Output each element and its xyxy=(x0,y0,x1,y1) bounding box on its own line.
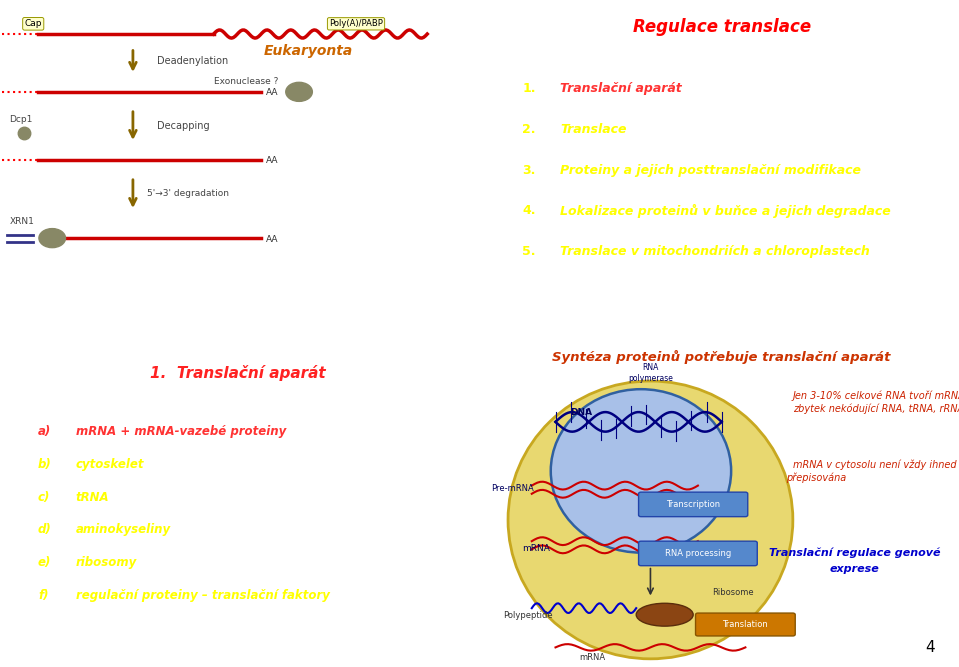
Text: ribosomy: ribosomy xyxy=(76,556,137,569)
Text: 2.: 2. xyxy=(523,123,536,136)
Text: Dcp1: Dcp1 xyxy=(10,115,33,123)
Text: e): e) xyxy=(38,556,52,569)
Text: 4.: 4. xyxy=(523,204,536,217)
Text: AA: AA xyxy=(266,88,278,97)
Text: 5'→3' degradation: 5'→3' degradation xyxy=(147,189,229,198)
Text: mRNA v cytosolu není vždy ihned: mRNA v cytosolu není vždy ihned xyxy=(793,459,956,470)
Text: zbytek nekódující RNA, tRNA, rRNA: zbytek nekódující RNA, tRNA, rRNA xyxy=(793,404,959,414)
Text: Lokalizace proteinů v buňce a jejich degradace: Lokalizace proteinů v buňce a jejich deg… xyxy=(560,204,891,218)
Text: RNA
polymerase: RNA polymerase xyxy=(628,364,673,383)
Text: Polypeptide: Polypeptide xyxy=(503,611,553,620)
Text: Decapping: Decapping xyxy=(156,121,209,131)
Text: Transcription: Transcription xyxy=(667,500,720,509)
Text: tRNA: tRNA xyxy=(76,490,109,504)
Text: Translace: Translace xyxy=(560,123,627,136)
Text: a): a) xyxy=(38,425,51,438)
Text: Jen 3-10% celkové RNA tvoří mRNA: Jen 3-10% celkové RNA tvoří mRNA xyxy=(793,390,959,401)
Text: AA: AA xyxy=(266,235,278,243)
Ellipse shape xyxy=(636,603,693,626)
Text: 3.: 3. xyxy=(523,163,536,177)
Text: Pre-mRNA: Pre-mRNA xyxy=(491,484,534,492)
Text: RNA processing: RNA processing xyxy=(665,549,731,558)
Ellipse shape xyxy=(508,381,793,659)
Text: regulační proteiny – translační faktory: regulační proteiny – translační faktory xyxy=(76,588,330,602)
Text: Deadenylation: Deadenylation xyxy=(156,56,228,66)
Text: 1.  Translační aparát: 1. Translační aparát xyxy=(150,365,325,381)
Text: Exonuclease ?: Exonuclease ? xyxy=(214,77,278,86)
Text: XRN1: XRN1 xyxy=(10,217,35,225)
Text: 4: 4 xyxy=(925,640,935,655)
Text: přepisována: přepisována xyxy=(786,472,847,483)
Text: Poly(A)/PABP: Poly(A)/PABP xyxy=(329,19,383,28)
Text: d): d) xyxy=(38,523,52,536)
Text: DNA: DNA xyxy=(570,408,592,418)
Text: Ribosome: Ribosome xyxy=(713,588,754,597)
FancyBboxPatch shape xyxy=(695,613,795,636)
Text: cytoskelet: cytoskelet xyxy=(76,458,145,471)
Text: mRNA: mRNA xyxy=(523,544,550,553)
Text: f): f) xyxy=(38,588,49,602)
Text: c): c) xyxy=(38,490,51,504)
Text: Proteiny a jejich posttranslační modifikace: Proteiny a jejich posttranslační modifik… xyxy=(560,163,861,177)
Text: Syntéza proteinů potřebuje translační aparát: Syntéza proteinů potřebuje translační ap… xyxy=(552,350,891,364)
Text: 1.: 1. xyxy=(523,82,536,95)
Text: Translation: Translation xyxy=(722,620,768,629)
Text: mRNA + mRNA-vazebé proteiny: mRNA + mRNA-vazebé proteiny xyxy=(76,425,286,438)
Text: mRNA: mRNA xyxy=(579,654,605,662)
Text: Eukaryonta: Eukaryonta xyxy=(264,44,353,58)
Text: b): b) xyxy=(38,458,52,471)
Text: Cap: Cap xyxy=(25,19,42,28)
Text: Regulace translace: Regulace translace xyxy=(633,18,810,36)
Text: AA: AA xyxy=(266,156,278,165)
Text: Translace v mitochondriích a chloroplastech: Translace v mitochondriích a chloroplast… xyxy=(560,245,870,258)
Ellipse shape xyxy=(550,390,731,552)
FancyBboxPatch shape xyxy=(639,492,748,517)
Text: aminokyseliny: aminokyseliny xyxy=(76,523,171,536)
Circle shape xyxy=(39,229,65,247)
Text: 5.: 5. xyxy=(523,245,536,258)
Circle shape xyxy=(286,82,313,101)
Text: Translační regulace genové: Translační regulace genové xyxy=(769,548,941,558)
FancyBboxPatch shape xyxy=(639,541,758,566)
Text: Translační aparát: Translační aparát xyxy=(560,82,682,95)
Text: exprese: exprese xyxy=(830,564,879,574)
